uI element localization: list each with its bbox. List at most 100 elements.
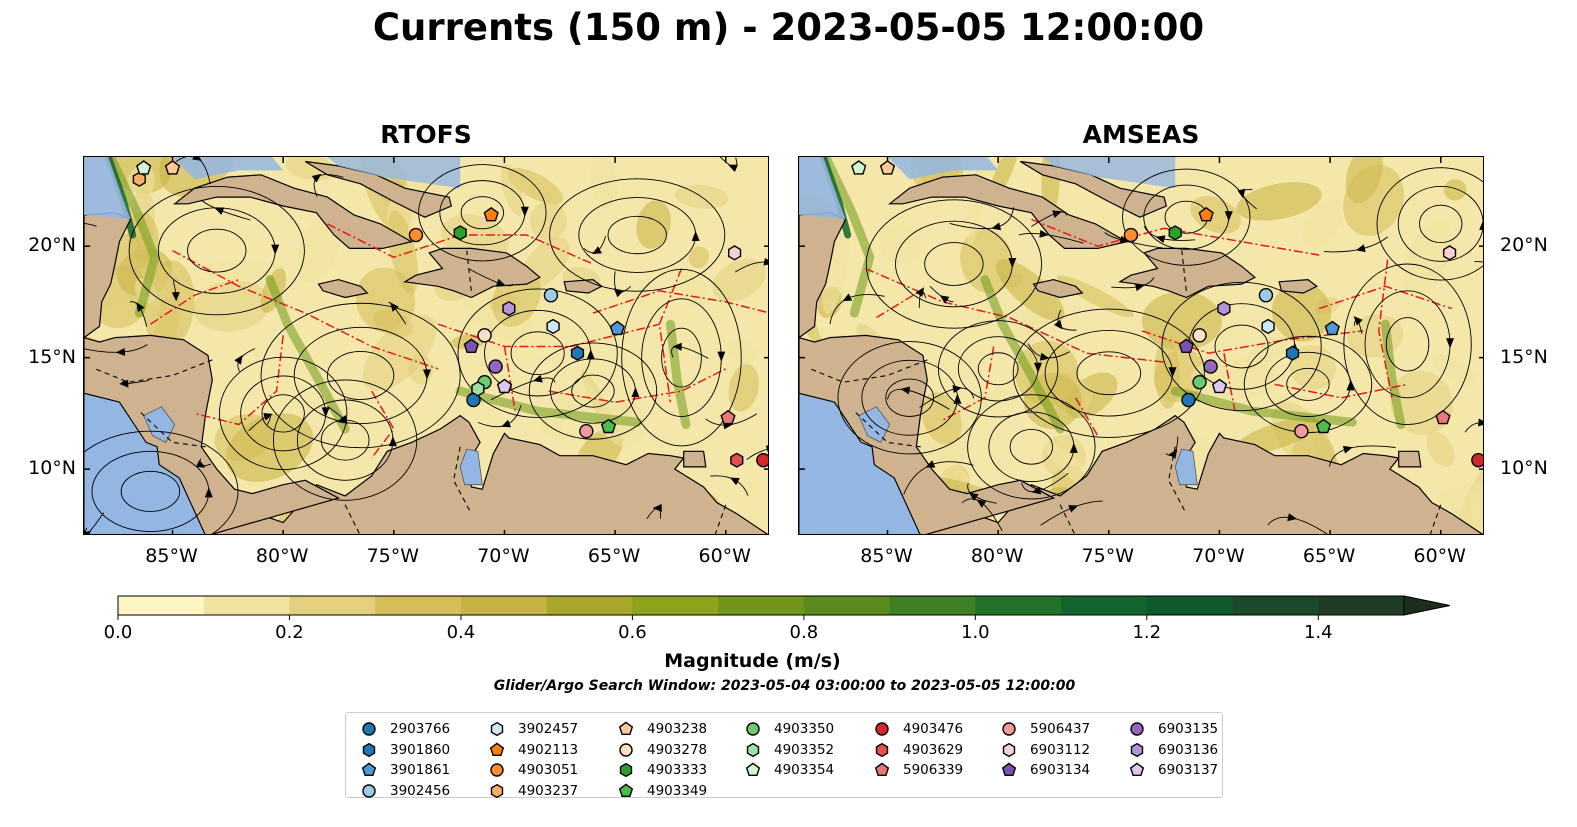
legend-label: 4903476 (903, 721, 964, 737)
current-speed-patch (1015, 340, 1079, 406)
lake-maracaibo (1174, 448, 1198, 486)
lon-tick-label: 60°W (1413, 545, 1466, 567)
streamline-arrow (1052, 210, 1062, 218)
streamline-arrow (968, 492, 979, 501)
float-marker-5906339 (1435, 409, 1451, 425)
current-speed-patch (1271, 282, 1332, 342)
streamline (1076, 351, 1142, 396)
streamline (885, 378, 934, 417)
legend-label: 3902457 (518, 721, 579, 737)
streamline-arrow (672, 342, 682, 351)
streamline-arrow (195, 459, 206, 468)
streamline (746, 448, 768, 461)
streamline (549, 178, 726, 292)
legend-marker-hexagon (490, 721, 504, 737)
lat-tick-label: 20°N (1500, 234, 1548, 257)
land-jamaica (1032, 278, 1084, 299)
land-hispaniola (1118, 247, 1256, 299)
lon-tick-label: 85°W (860, 545, 913, 567)
streamline-arrow (729, 477, 740, 486)
float-marker-4903333 (1168, 225, 1182, 241)
lon-tick-label: 75°W (1081, 545, 1135, 567)
current-speed-patch (1402, 219, 1453, 297)
colorbar-tick-label: 1.4 (1303, 622, 1333, 643)
eez-boundary (876, 290, 922, 319)
search-window-text: Glider/Argo Search Window: 2023-05-04 03… (493, 678, 1076, 694)
colorbar-segment (460, 596, 548, 615)
current-jet (265, 275, 350, 434)
legend-marker-pentagon (618, 721, 634, 736)
colorbar-tick-label: 0.2 (275, 622, 304, 643)
streamline (621, 268, 742, 447)
streamline-arrow (592, 246, 602, 255)
colorbar-segment (803, 596, 891, 615)
streamline (457, 288, 618, 418)
legend-marker-hexagon (746, 742, 760, 757)
country-border (138, 410, 206, 448)
eez-boundary (1318, 285, 1453, 310)
float-marker-4902113 (483, 206, 499, 222)
lon-tick-label: 80°W (970, 545, 1024, 567)
eez-boundary (1031, 218, 1320, 256)
land-cuba (172, 174, 414, 250)
streamline-arrow (495, 278, 506, 287)
current-speed-patch (1426, 431, 1455, 467)
float-marker-4903051 (408, 227, 424, 243)
float-marker-6903135 (488, 359, 503, 374)
eez-boundary (172, 249, 439, 370)
country-border (344, 504, 361, 534)
current-speed-patch (688, 246, 710, 268)
legend-marker-circle (362, 722, 376, 736)
current-speed-patch (285, 157, 336, 181)
colorbar-segment (1232, 596, 1319, 615)
legend-label: 4903350 (774, 721, 835, 737)
streamline (967, 394, 1096, 500)
streamline-arrow (171, 292, 180, 302)
eez-boundary (942, 346, 995, 421)
streamline-arrow (952, 385, 962, 394)
legend-marker-circle (746, 722, 760, 736)
streamline-arrow (1446, 338, 1455, 349)
streamline (460, 196, 505, 230)
streamline-arrow (84, 530, 92, 534)
colorbar-tick-label: 1.2 (1132, 622, 1162, 643)
streamline-arrow (1287, 513, 1297, 522)
float-legend: 2903766 3901860 3901861 3902456 3902457 49021… (345, 712, 1223, 799)
legend-marker-pentagon (874, 762, 890, 777)
legend-label: 5906437 (1030, 721, 1091, 737)
streamline-arrow (900, 386, 911, 395)
legend-marker-pentagon (1129, 762, 1145, 777)
float-marker-4903476 (1471, 453, 1483, 468)
florida-straits-water (887, 157, 999, 180)
current-speed-patch (539, 413, 564, 437)
streamline-arrow (119, 379, 129, 388)
streamline-arrow (613, 288, 623, 298)
legend-label: 2903766 (390, 721, 451, 737)
float-marker-5906339 (720, 409, 736, 425)
float-marker-3901860 (570, 345, 585, 361)
legend-label: 4903237 (518, 782, 579, 799)
lon-tick-label: 60°W (698, 545, 751, 567)
streamline-arrow (1155, 235, 1166, 244)
streamline (977, 352, 1019, 386)
current-jet (1380, 319, 1406, 429)
current-jet (665, 319, 691, 429)
legend-marker-circle (362, 783, 376, 798)
lon-tick-label: 85°W (145, 545, 198, 567)
streamline (1009, 428, 1054, 465)
current-speed-patch (1432, 354, 1477, 385)
streamline-arrow (1346, 380, 1355, 391)
streamline (218, 356, 348, 471)
colorbar-tick-label: 1.0 (961, 622, 990, 643)
streamline (1376, 167, 1483, 281)
current-speed-patch (1056, 275, 1134, 318)
lake-nicaragua (143, 406, 176, 443)
float-marker-3902456 (1258, 288, 1274, 303)
streamline (571, 374, 615, 408)
streamline-arrow (586, 349, 595, 360)
streamline-arrow (691, 231, 700, 242)
panel-title-amseas: AMSEAS (1082, 120, 1200, 149)
country-border (1168, 446, 1187, 514)
streamline (84, 430, 239, 534)
land-puertoRico (563, 278, 603, 294)
